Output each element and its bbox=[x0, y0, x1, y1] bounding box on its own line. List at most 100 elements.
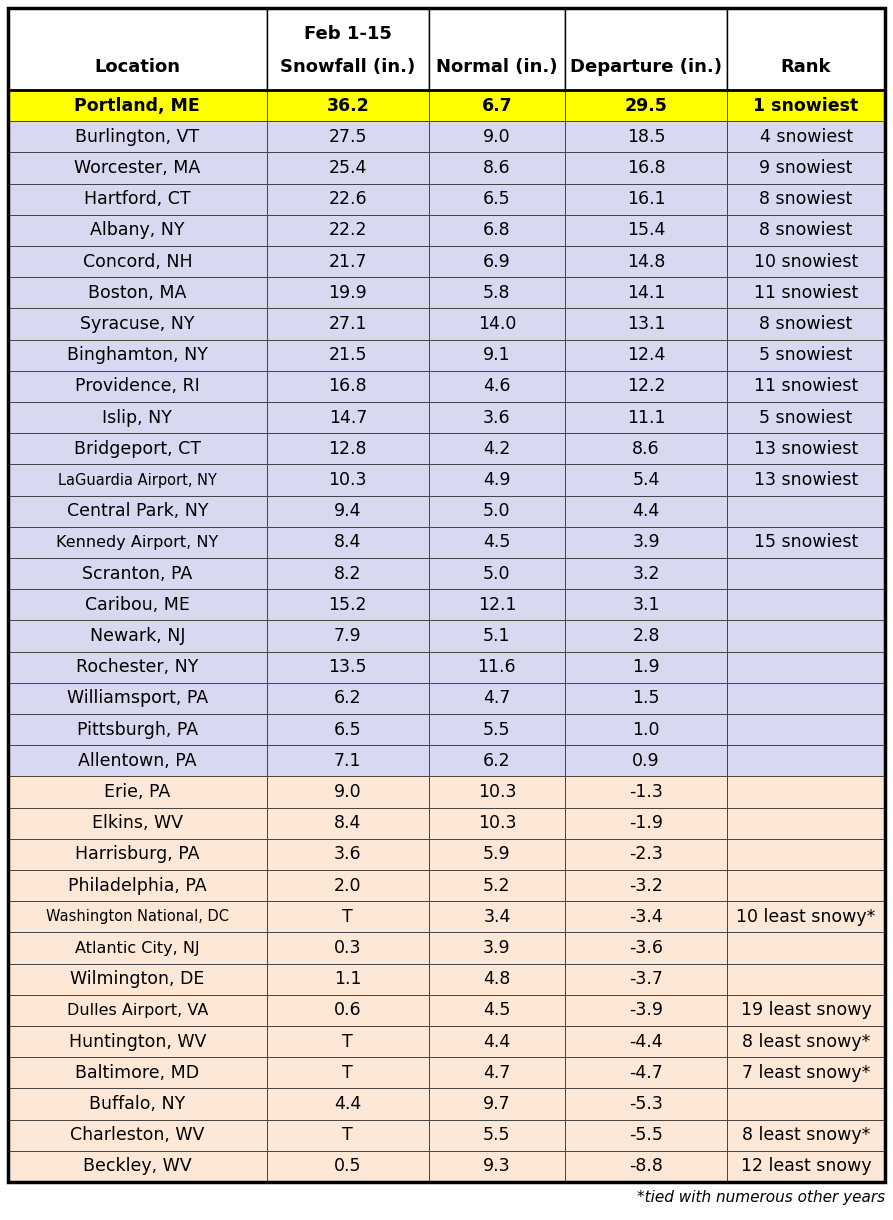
Bar bbox=[565, 902, 727, 932]
Text: 7.1: 7.1 bbox=[334, 752, 362, 770]
Text: 15 snowiest: 15 snowiest bbox=[754, 533, 858, 551]
Bar bbox=[8, 9, 267, 90]
Bar bbox=[429, 683, 565, 714]
Text: Rank: Rank bbox=[780, 59, 831, 76]
Text: 4.7: 4.7 bbox=[483, 1064, 511, 1082]
Bar bbox=[727, 465, 885, 495]
Text: 4.5: 4.5 bbox=[483, 1002, 511, 1020]
Bar bbox=[727, 932, 885, 964]
Bar bbox=[267, 152, 429, 183]
Bar bbox=[429, 651, 565, 683]
Text: 36.2: 36.2 bbox=[327, 96, 369, 115]
Bar bbox=[8, 1026, 267, 1058]
Text: 5.8: 5.8 bbox=[483, 284, 511, 301]
Bar bbox=[429, 495, 565, 527]
Text: 9.3: 9.3 bbox=[483, 1158, 511, 1175]
Bar bbox=[429, 558, 565, 589]
Text: Boston, MA: Boston, MA bbox=[88, 284, 187, 301]
Text: 8 least snowy*: 8 least snowy* bbox=[742, 1032, 871, 1050]
Bar bbox=[565, 527, 727, 558]
Bar bbox=[727, 1026, 885, 1058]
Bar bbox=[565, 932, 727, 964]
Bar bbox=[727, 433, 885, 465]
Text: 10 snowiest: 10 snowiest bbox=[754, 253, 858, 271]
Text: Dulles Airport, VA: Dulles Airport, VA bbox=[67, 1003, 208, 1017]
Text: 14.8: 14.8 bbox=[627, 253, 665, 271]
Bar bbox=[8, 776, 267, 808]
Bar bbox=[267, 621, 429, 651]
Text: 4.9: 4.9 bbox=[483, 471, 511, 489]
Bar bbox=[267, 246, 429, 277]
Bar bbox=[565, 152, 727, 183]
Bar bbox=[8, 215, 267, 246]
Text: 15.2: 15.2 bbox=[329, 595, 367, 614]
Text: 6.8: 6.8 bbox=[483, 221, 511, 239]
Bar bbox=[429, 277, 565, 309]
Text: 12.4: 12.4 bbox=[627, 346, 665, 365]
Text: -5.3: -5.3 bbox=[629, 1096, 663, 1113]
Bar bbox=[727, 621, 885, 651]
Text: 4 snowiest: 4 snowiest bbox=[760, 128, 853, 146]
Bar bbox=[8, 932, 267, 964]
Text: 4.6: 4.6 bbox=[483, 377, 511, 395]
Bar bbox=[267, 714, 429, 745]
Bar bbox=[267, 651, 429, 683]
Text: 8 snowiest: 8 snowiest bbox=[759, 315, 853, 333]
Bar bbox=[565, 589, 727, 621]
Bar bbox=[429, 246, 565, 277]
Bar bbox=[8, 309, 267, 339]
Bar bbox=[727, 215, 885, 246]
Bar bbox=[565, 683, 727, 714]
Text: 6.9: 6.9 bbox=[483, 253, 511, 271]
Text: 14.1: 14.1 bbox=[627, 284, 665, 301]
Text: 6.7: 6.7 bbox=[481, 96, 513, 115]
Bar bbox=[727, 902, 885, 932]
Bar bbox=[727, 1150, 885, 1182]
Text: 4.8: 4.8 bbox=[483, 970, 511, 988]
Bar bbox=[727, 152, 885, 183]
Text: 8.6: 8.6 bbox=[632, 439, 660, 458]
Text: 27.1: 27.1 bbox=[329, 315, 367, 333]
Bar bbox=[429, 403, 565, 433]
Text: 8 snowiest: 8 snowiest bbox=[759, 190, 853, 209]
Text: Albany, NY: Albany, NY bbox=[90, 221, 185, 239]
Text: 19 least snowy: 19 least snowy bbox=[740, 1002, 872, 1020]
Text: Feb 1-15: Feb 1-15 bbox=[304, 26, 392, 43]
Text: 1.1: 1.1 bbox=[334, 970, 362, 988]
Bar bbox=[429, 714, 565, 745]
Text: 8 least snowy*: 8 least snowy* bbox=[742, 1126, 871, 1144]
Text: 29.5: 29.5 bbox=[624, 96, 667, 115]
Text: 6.5: 6.5 bbox=[483, 190, 511, 209]
Bar bbox=[8, 589, 267, 621]
Bar bbox=[8, 90, 267, 121]
Bar bbox=[727, 589, 885, 621]
Bar bbox=[727, 558, 885, 589]
Bar bbox=[267, 839, 429, 870]
Text: -1.9: -1.9 bbox=[629, 814, 663, 832]
Text: 4.4: 4.4 bbox=[632, 503, 660, 520]
Text: T: T bbox=[342, 1064, 354, 1082]
Bar bbox=[267, 808, 429, 839]
Bar bbox=[727, 339, 885, 371]
Text: 3.2: 3.2 bbox=[632, 565, 660, 583]
Bar bbox=[727, 870, 885, 902]
Text: Concord, NH: Concord, NH bbox=[82, 253, 192, 271]
Text: Departure (in.): Departure (in.) bbox=[570, 59, 722, 76]
Bar bbox=[267, 465, 429, 495]
Bar bbox=[429, 621, 565, 651]
Bar bbox=[565, 1088, 727, 1120]
Text: Snowfall (in.): Snowfall (in.) bbox=[280, 59, 415, 76]
Bar bbox=[267, 527, 429, 558]
Text: 5.2: 5.2 bbox=[483, 877, 511, 894]
Text: Wilmington, DE: Wilmington, DE bbox=[71, 970, 204, 988]
Text: 19.9: 19.9 bbox=[329, 284, 367, 301]
Bar bbox=[727, 651, 885, 683]
Bar bbox=[267, 403, 429, 433]
Bar bbox=[429, 1088, 565, 1120]
Bar bbox=[267, 964, 429, 994]
Text: 13 snowiest: 13 snowiest bbox=[754, 471, 858, 489]
Bar bbox=[565, 246, 727, 277]
Bar bbox=[727, 90, 885, 121]
Bar bbox=[429, 902, 565, 932]
Bar bbox=[565, 215, 727, 246]
